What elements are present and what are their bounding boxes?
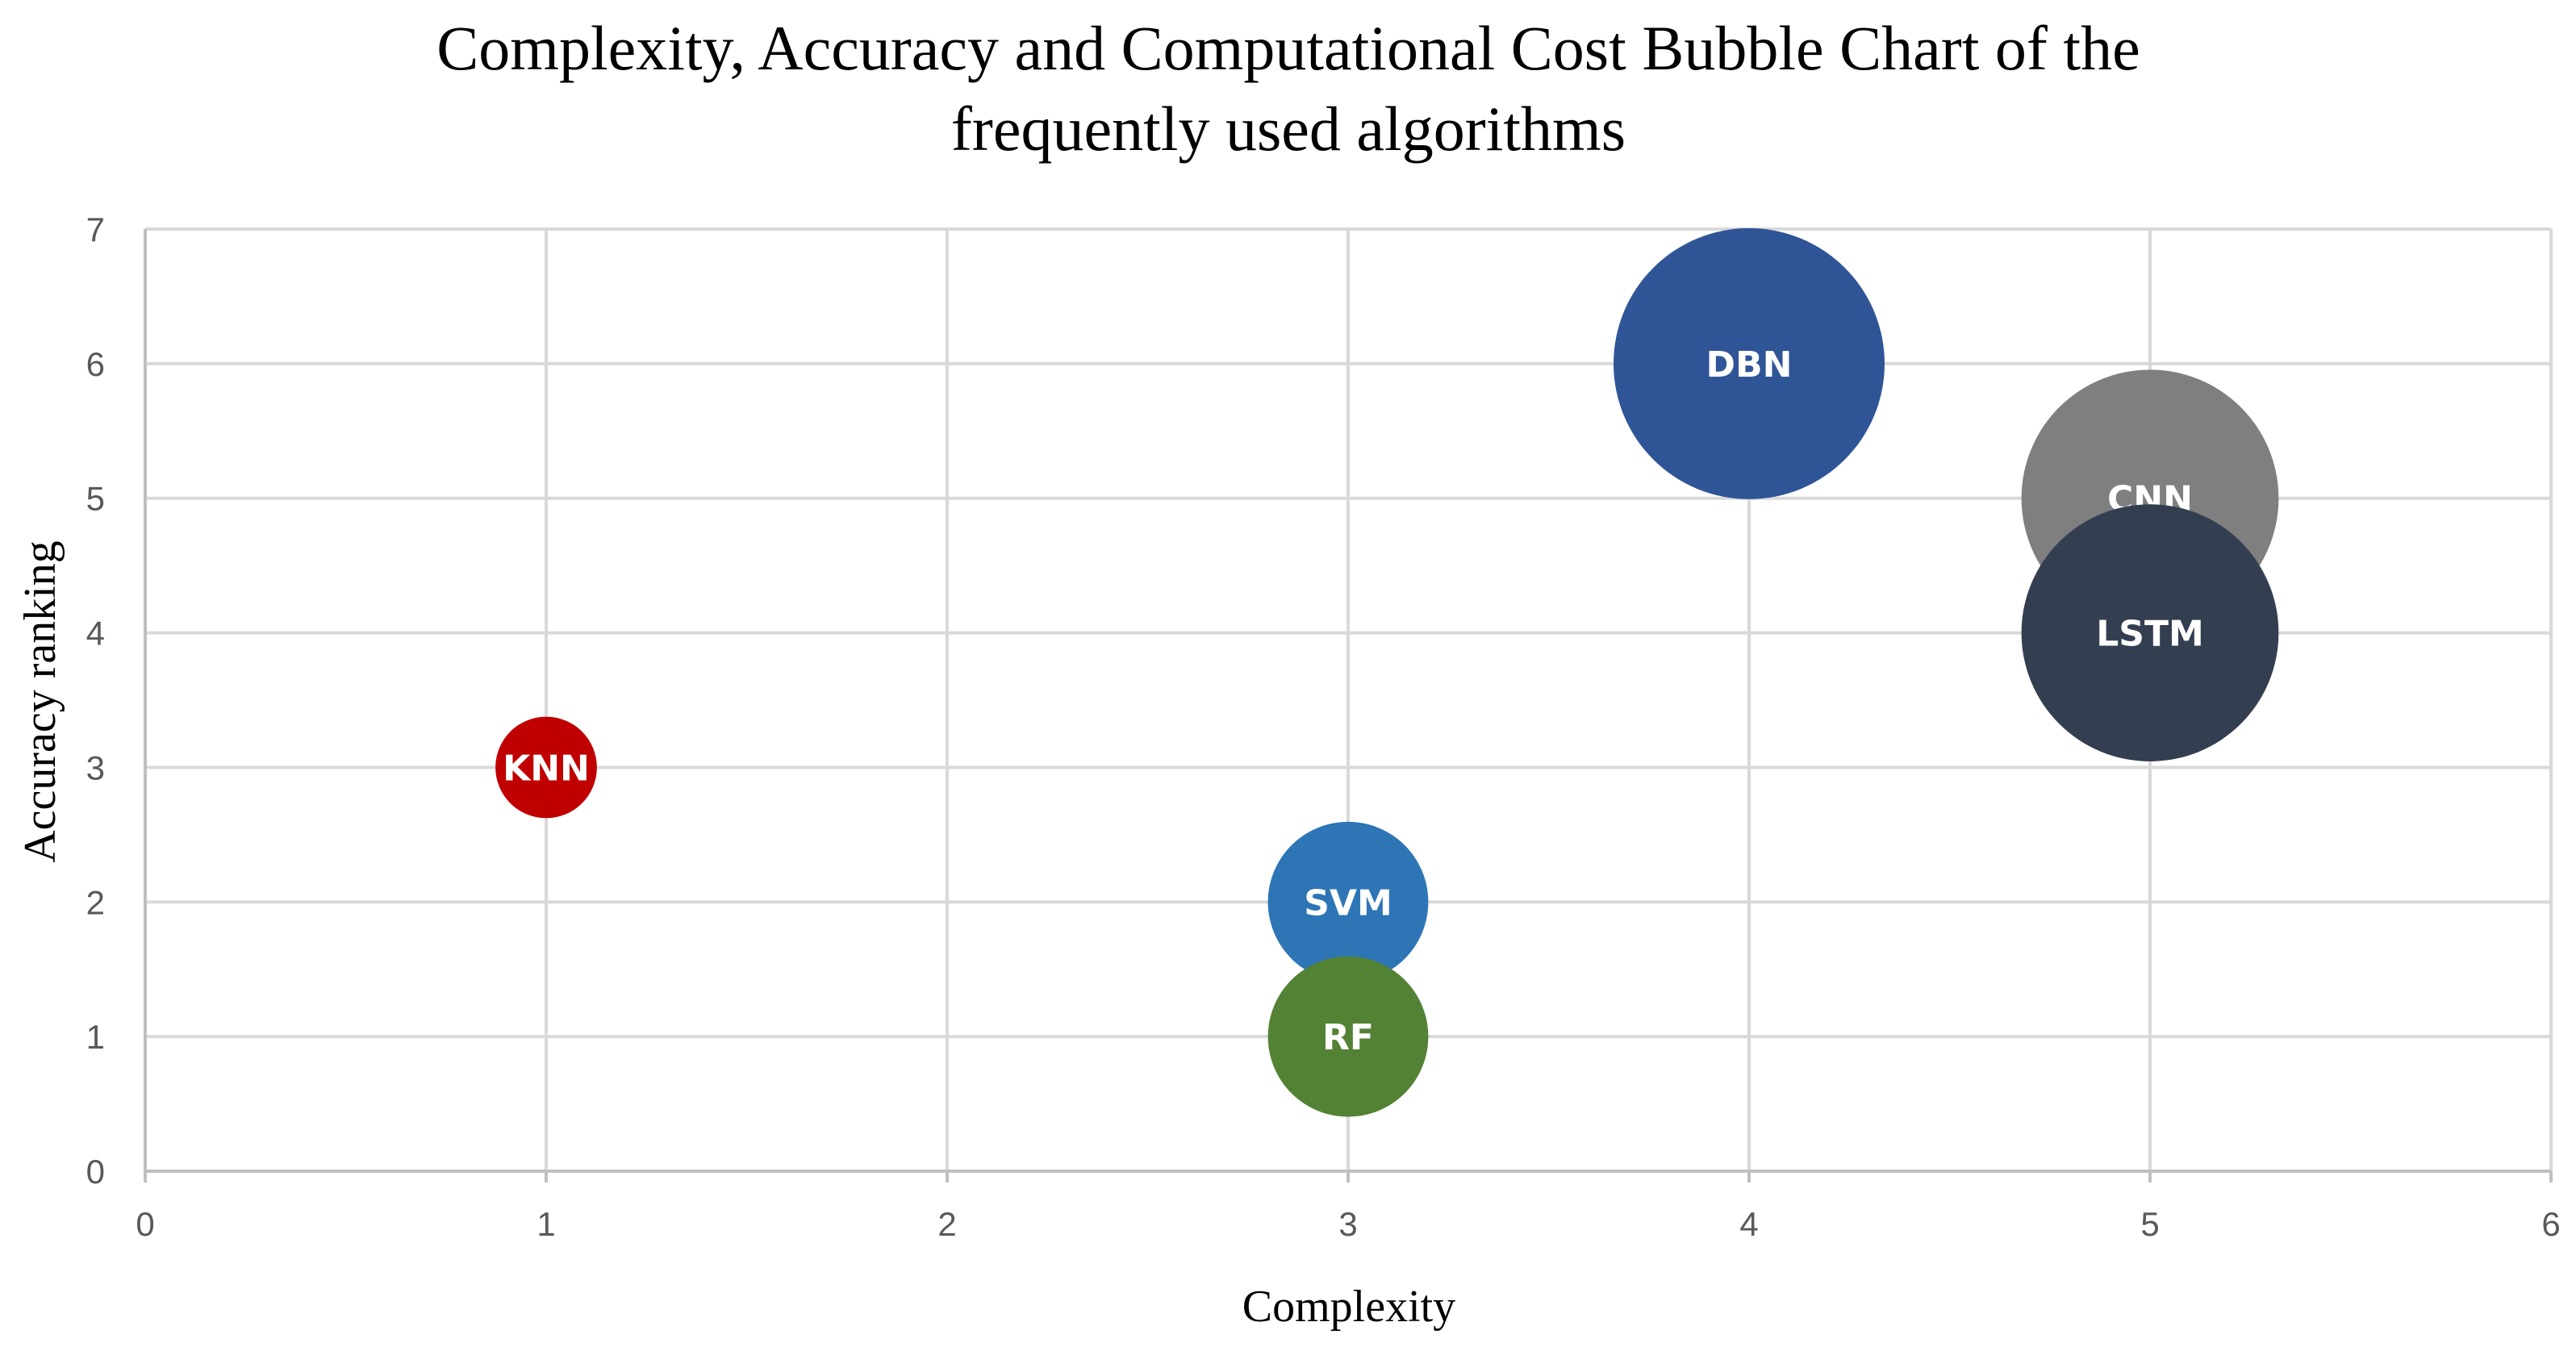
bubble-lstm bbox=[2021, 504, 2279, 761]
bubble-knn bbox=[495, 716, 597, 819]
y-tick-label-2: 2 bbox=[86, 883, 105, 921]
bubble-label-knn: KNN bbox=[503, 748, 590, 789]
x-tick-label-3: 3 bbox=[1338, 1205, 1357, 1243]
chart-title-line-1: Complexity, Accuracy and Computational C… bbox=[436, 13, 2140, 83]
x-tick-label-1: 1 bbox=[536, 1205, 555, 1243]
bubble-dbn bbox=[1614, 227, 1885, 499]
axes: 0 1 2 3 4 5 6 0 1 2 3 4 5 6 7 bbox=[86, 211, 2561, 1243]
bubble-svm bbox=[1267, 821, 1429, 982]
x-tick-label-0: 0 bbox=[136, 1205, 154, 1243]
y-tick-label-3: 3 bbox=[86, 749, 105, 786]
x-tick-label-5: 5 bbox=[2140, 1205, 2159, 1243]
y-tick-label-5: 5 bbox=[86, 480, 105, 518]
bubble-label-lstm: LSTM bbox=[2096, 614, 2204, 655]
chart-title-line-2: frequently used algorithms bbox=[951, 94, 1626, 164]
bubble-label-rf: RF bbox=[1322, 1017, 1374, 1058]
bubble-rf bbox=[1267, 956, 1429, 1117]
y-tick-label-4: 4 bbox=[86, 615, 105, 653]
y-tick-label-0: 0 bbox=[86, 1153, 105, 1191]
y-tick-label-1: 1 bbox=[86, 1018, 105, 1056]
x-tick-label-6: 6 bbox=[2541, 1205, 2560, 1243]
y-axis-title: Accuracy ranking bbox=[15, 540, 65, 863]
x-tick-label-2: 2 bbox=[937, 1205, 956, 1243]
x-axis-title: Complexity bbox=[1242, 1282, 1455, 1332]
y-tick-label-6: 6 bbox=[86, 345, 105, 383]
bubble-label-dbn: DBN bbox=[1706, 344, 1793, 386]
y-tick-label-7: 7 bbox=[86, 211, 105, 248]
bubble-label-svm: SVM bbox=[1304, 882, 1392, 924]
x-tick-label-4: 4 bbox=[1739, 1205, 1758, 1243]
